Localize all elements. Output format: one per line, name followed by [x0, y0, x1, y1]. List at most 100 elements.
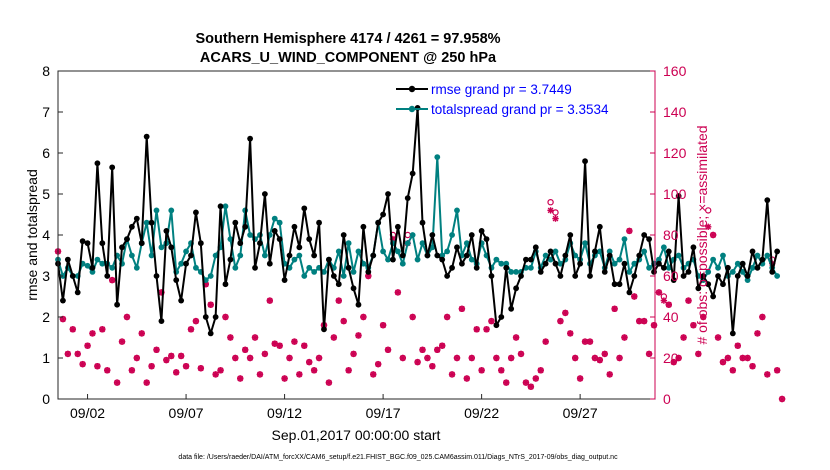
obs-assimilated-marker — [345, 367, 352, 374]
rmse-point — [725, 264, 731, 271]
rmse-point — [163, 228, 170, 234]
obs-assimilated-marker — [138, 330, 145, 337]
obs-assimilated-marker — [439, 342, 446, 349]
rmse-point — [64, 256, 71, 263]
rmse-point — [271, 228, 278, 234]
rmse-point — [498, 314, 505, 320]
obs-assimilated-marker — [153, 346, 160, 353]
obs-assimilated-marker — [246, 354, 254, 362]
totalspread-point — [237, 252, 244, 259]
obs-possible-marker — [547, 198, 554, 206]
obs-assimilated-marker — [522, 379, 530, 386]
totalspread-point — [454, 207, 460, 214]
rmse-point — [168, 244, 175, 251]
totalspread-point — [128, 252, 135, 259]
totalspread-point — [621, 236, 628, 243]
rmse-point — [124, 236, 130, 243]
rmse-point — [542, 260, 549, 267]
totalspread-point — [153, 207, 160, 214]
obs-assimilated-marker — [207, 301, 214, 308]
rmse-point — [567, 232, 574, 238]
rmse-point — [685, 269, 692, 275]
totalspread-point — [350, 269, 357, 275]
left-tick-label: 2 — [42, 309, 50, 325]
rmse-point — [636, 252, 643, 259]
rmse-point — [532, 244, 539, 251]
rmse-point — [188, 252, 194, 259]
right-tick-label: 100 — [663, 186, 687, 202]
totalspread-point — [675, 252, 682, 259]
obs-assimilated-marker — [478, 367, 485, 374]
rmse-point — [193, 209, 199, 216]
rmse-point — [459, 260, 465, 267]
rmse-point — [232, 219, 239, 226]
totalspread-point — [212, 252, 219, 259]
totalspread-point — [335, 248, 342, 255]
rmse-point — [503, 264, 510, 271]
obs-assimilated-marker — [626, 227, 633, 235]
obs-assimilated-marker — [503, 379, 510, 386]
rmse-point — [133, 215, 140, 222]
rmse-point — [769, 269, 776, 275]
rmse-point — [468, 232, 475, 238]
obs-assimilated-marker — [714, 334, 722, 341]
rmse-point — [454, 244, 460, 251]
rmse-point — [493, 322, 500, 329]
totalspread-point — [616, 256, 623, 263]
totalspread-point — [301, 273, 308, 279]
totalspread-point — [552, 248, 559, 255]
obs-assimilated-marker — [636, 317, 643, 325]
obs-assimilated-marker — [650, 322, 658, 329]
totalspread-point — [774, 273, 781, 279]
rmse-point — [734, 273, 741, 279]
obs-assimilated-marker — [778, 395, 786, 403]
rmse-point — [79, 238, 86, 245]
obs-assimilated-marker — [187, 326, 195, 333]
obs-assimilated-marker — [655, 289, 663, 296]
rmse-point — [390, 256, 396, 263]
obs-assimilated-marker — [704, 223, 712, 230]
obs-assimilated-marker — [493, 354, 500, 362]
obs-assimilated-marker — [64, 350, 72, 358]
obs-assimilated-marker — [177, 352, 185, 360]
totalspread-point — [606, 248, 613, 255]
obs-assimilated-marker — [434, 346, 441, 353]
rmse-point — [518, 273, 524, 279]
data-file-footer: data file: /Users/raeder/DAI/ATM_forcXX/… — [178, 454, 618, 461]
totalspread-point — [232, 264, 239, 271]
totalspread-point — [749, 264, 756, 271]
totalspread-point — [380, 248, 386, 255]
obs-assimilated-marker — [631, 293, 638, 300]
totalspread-point — [99, 260, 106, 267]
totalspread-point — [631, 260, 638, 267]
rmse-point — [577, 260, 584, 267]
obs-assimilated-marker — [350, 350, 357, 358]
rmse-point — [729, 330, 736, 337]
rmse-point — [281, 277, 288, 283]
obs-assimilated-marker — [99, 326, 106, 333]
totalspread-point — [385, 256, 391, 263]
obs-assimilated-marker — [192, 317, 200, 325]
obs-assimilated-marker — [281, 375, 288, 382]
obs-assimilated-marker — [645, 350, 653, 358]
totalspread-point — [498, 260, 505, 267]
obs-assimilated-marker — [542, 338, 549, 345]
rmse-point — [158, 318, 165, 324]
obs-assimilated-marker — [562, 309, 569, 317]
totalspread-point — [227, 236, 234, 243]
rmse-point — [276, 236, 283, 243]
rmse-point — [261, 191, 268, 197]
obs-assimilated-marker — [773, 367, 781, 374]
obs-assimilated-marker — [384, 346, 392, 353]
totalspread-point — [734, 260, 741, 267]
rmse-point — [646, 236, 652, 243]
obs-assimilated-marker — [379, 322, 387, 329]
obs-assimilated-marker — [296, 371, 303, 378]
obs-assimilated-marker — [749, 363, 756, 370]
rmse-point — [537, 269, 544, 275]
obs-assimilated-marker — [325, 379, 333, 386]
obs-assimilated-marker — [133, 354, 141, 362]
totalspread-point — [508, 269, 515, 275]
totalspread-point — [513, 269, 519, 275]
totalspread-point — [611, 260, 618, 267]
